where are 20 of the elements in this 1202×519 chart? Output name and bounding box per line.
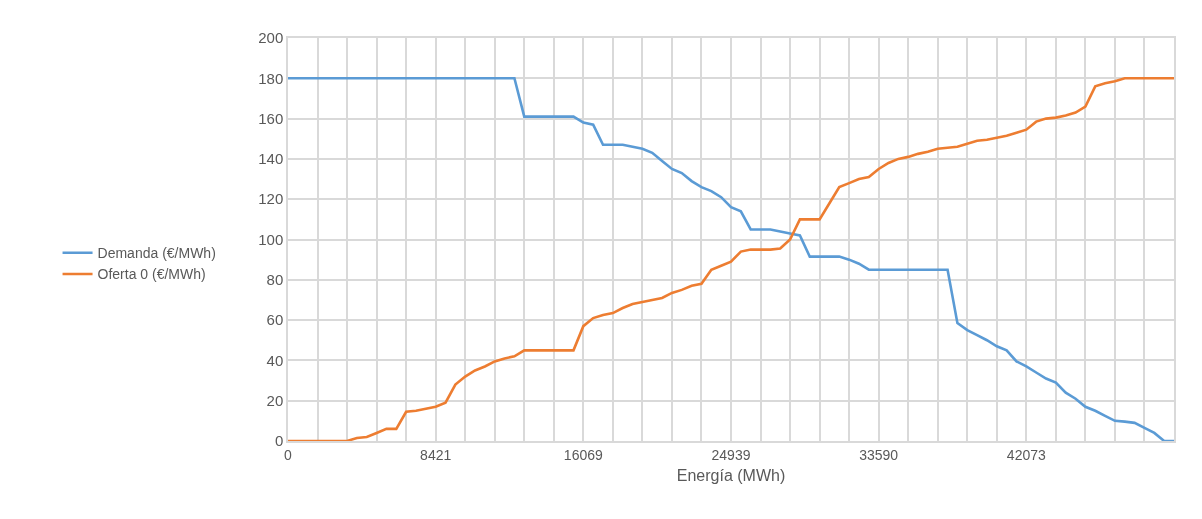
x-tick-label: 33590: [859, 446, 899, 463]
y-tick-label: 120: [258, 190, 284, 208]
legend-label: Oferta 0 (€/MWh): [97, 266, 206, 283]
y-tick-label: 140: [258, 150, 284, 168]
x-tick-label: 8421: [420, 446, 452, 463]
y-tick-label: 100: [258, 230, 284, 248]
y-tick-label: 60: [266, 311, 284, 329]
legend-label: Demanda (€/MWh): [97, 245, 216, 262]
x-tick-label: 16069: [563, 446, 604, 463]
line-series: [288, 77, 1174, 441]
y-tick-label: 200: [258, 29, 284, 47]
x-axis-title: Energía (MWh): [676, 466, 786, 484]
y-tick-label: 160: [258, 109, 284, 127]
x-tick-label: 42073: [1006, 446, 1047, 463]
y-tick-label: 20: [266, 391, 284, 409]
x-tick-label: 24939: [711, 446, 751, 463]
y-tick-label: 0: [274, 432, 284, 450]
y-tick-label: 180: [258, 69, 284, 87]
y-tick-label: 80: [266, 271, 284, 289]
y-tick-label: 40: [266, 351, 284, 369]
